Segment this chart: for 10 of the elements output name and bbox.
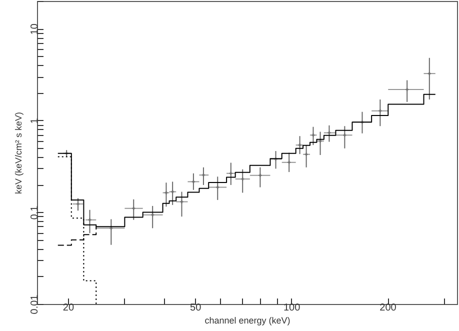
x-tick-label: 200 [380, 302, 397, 314]
y-tick-label: 0.01 [30, 294, 40, 314]
x-tick-label: 100 [283, 302, 301, 314]
y-tick-label: 0.1 [30, 205, 40, 220]
x-tick-label: 50 [190, 302, 202, 314]
x-tick-label: 20 [62, 302, 74, 314]
x-axis-title: channel energy (keV) [204, 316, 290, 326]
y-tick-label: 10 [30, 23, 40, 35]
y-tick-label: 1 [30, 118, 40, 124]
y-axis-title: keV (keV/cm² s keV) [14, 112, 24, 194]
